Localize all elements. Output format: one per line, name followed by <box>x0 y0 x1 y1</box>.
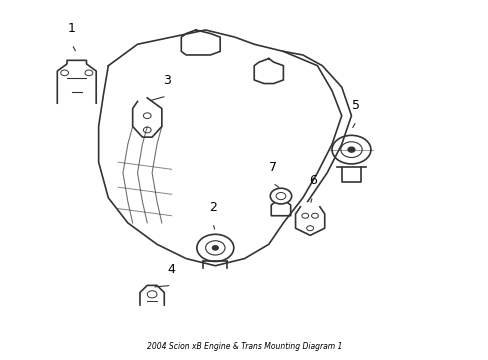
Text: 2: 2 <box>208 201 216 214</box>
Text: 4: 4 <box>167 264 175 276</box>
Circle shape <box>347 147 354 152</box>
Text: 2004 Scion xB Engine & Trans Mounting Diagram 1: 2004 Scion xB Engine & Trans Mounting Di… <box>146 342 342 351</box>
Text: 6: 6 <box>308 174 316 187</box>
Text: 3: 3 <box>163 74 170 87</box>
Text: 1: 1 <box>68 22 76 35</box>
Text: 7: 7 <box>268 161 276 174</box>
Circle shape <box>212 246 218 250</box>
Text: 5: 5 <box>352 99 360 112</box>
